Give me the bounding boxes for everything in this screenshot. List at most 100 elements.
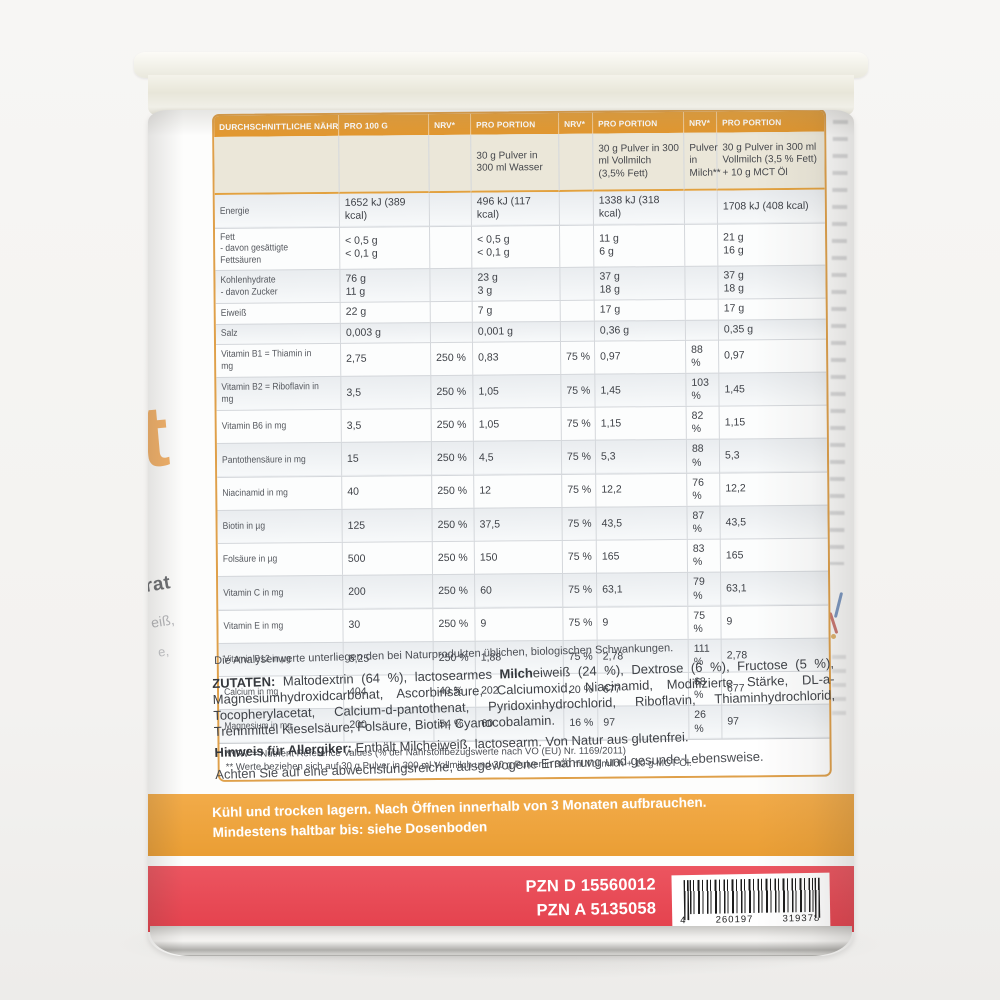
value-cell	[683, 223, 718, 267]
value-cell: 0,36 g	[593, 319, 685, 341]
value-cell: 9	[720, 604, 829, 639]
table-row: Fett - davon gesättigte Fettsäuren < 0,5 …	[214, 222, 826, 271]
front-label-fragment: e,	[156, 643, 170, 660]
row-label: Pantothensäure in mg	[216, 442, 342, 477]
value-cell: 1708 kJ (408 kcal)	[716, 190, 825, 224]
value-cell: 125	[341, 508, 432, 543]
value-cell: < 0,5 g < 0,1 g	[470, 224, 560, 268]
table-row: Biotin in µg 125 250 % 37,5 75 % 43,5 87 % 43,5	[217, 504, 828, 544]
value-cell: 4,5	[472, 440, 562, 475]
subheader-cell: 30 g Pulver in 300 ml Wasser	[470, 134, 559, 194]
barcode-digits: 4 260197 319378	[680, 912, 821, 927]
value-cell: 75 %	[561, 473, 596, 507]
value-cell: 250 %	[431, 474, 474, 509]
value-cell: 9	[596, 605, 688, 640]
value-cell: 150	[473, 540, 563, 575]
value-cell	[558, 224, 594, 268]
value-cell	[684, 265, 718, 300]
value-cell: 1,15	[594, 406, 686, 441]
value-cell: 63,1	[720, 571, 829, 606]
table-row: Vitamin B6 in mg 3,5 250 % 1,05 75 % 1,15 82 %…	[216, 404, 827, 444]
can-lid	[134, 52, 868, 78]
row-label: Vitamin B2 = Riboflavin in mg	[216, 375, 341, 411]
subheader-cell: 30 g Pulver in 300 ml Vollmilch (3,5 % F…	[716, 132, 825, 191]
value-cell: 0,97	[593, 339, 686, 374]
label-text-block: ZUTATEN: Maltodextrin (64 %), lactosearm…	[212, 655, 837, 789]
value-cell	[428, 225, 472, 269]
value-cell: 37 g 18 g	[593, 266, 685, 301]
side-panel-blurred-text	[829, 119, 848, 566]
value-cell: 75 %	[561, 506, 596, 541]
subheader-cell	[428, 135, 471, 194]
value-cell	[559, 300, 594, 321]
value-cell: 5,3	[594, 439, 687, 474]
row-label: Salz	[215, 322, 340, 344]
value-cell: 250 %	[431, 507, 474, 542]
side-panel-blurred-text	[832, 655, 846, 715]
value-cell: 37,5	[473, 506, 562, 541]
table-row: Kohlenhydrate - davon Zucker 76 g 11 g 23 …	[215, 264, 826, 304]
value-cell: 0,003 g	[339, 321, 430, 343]
value-cell: 88 %	[684, 339, 719, 373]
value-cell: 1,05	[472, 373, 561, 408]
table-subheader-row: 30 g Pulver in 300 ml Wasser 30 g Pulver…	[214, 132, 825, 196]
can-bottom-rim	[150, 926, 852, 956]
allergy-label: Hinweis für Allergiker:	[214, 740, 353, 761]
row-label: Eiweiß	[215, 302, 340, 324]
value-cell: 496 kJ (117 kcal)	[470, 192, 559, 226]
value-cell: 165	[719, 537, 829, 573]
value-cell: 9	[474, 606, 563, 641]
table-row: Folsäure in µg 500 250 % 150 75 % 165 83 % 165	[217, 537, 829, 577]
value-cell: 75 %	[562, 573, 597, 607]
value-cell: 250 %	[430, 407, 473, 442]
value-cell	[429, 267, 472, 302]
row-label: Kohlenhydrate - davon Zucker	[215, 269, 340, 304]
col-header: PRO PORTION	[470, 112, 559, 136]
value-cell: 1,15	[718, 404, 827, 440]
value-cell: 250 %	[432, 574, 475, 608]
col-header: PRO PORTION	[715, 110, 825, 133]
subheader-cell: Pulver in Milch**	[683, 132, 721, 192]
row-label: Vitamin C in mg	[218, 575, 343, 610]
ingredients-label: ZUTATEN:	[212, 673, 276, 691]
value-cell: 75 %	[561, 539, 597, 574]
col-header: NRV*	[558, 112, 593, 135]
value-cell: 12	[473, 473, 562, 508]
row-label: Niacinamid in mg	[217, 475, 342, 510]
value-cell	[684, 319, 718, 340]
value-cell: 250 %	[429, 341, 473, 376]
value-cell: 1338 kJ (318 kcal)	[592, 191, 684, 225]
row-label: Vitamin B6 in mg	[216, 409, 341, 444]
value-cell: 87 %	[686, 505, 720, 540]
value-cell: 23 g 3 g	[471, 267, 560, 302]
barcode-bars	[689, 877, 819, 915]
pzn-austria: PZN A 5135058	[536, 899, 657, 920]
row-label: Vitamin B1 = Thiamin in mg	[216, 342, 341, 377]
subheader-cell	[338, 135, 429, 195]
value-cell: 2,75	[340, 341, 431, 376]
table-row: Vitamin B1 = Thiamin in mg 2,75 250 % 0,83 7…	[216, 338, 827, 377]
value-cell: 1,05	[472, 407, 561, 442]
subheader-cell	[214, 136, 339, 196]
row-label: Vitamin E in mg	[218, 608, 343, 643]
col-header: NRV*	[682, 111, 717, 134]
value-cell: 250 %	[430, 441, 474, 475]
value-cell: 43,5	[719, 504, 828, 539]
value-cell: 37 g 18 g	[717, 264, 826, 300]
row-label: Biotin in µg	[217, 508, 342, 544]
value-cell: 12,2	[719, 471, 828, 506]
table-row: Vitamin B2 = Riboflavin in mg 3,5 250 % 1,0…	[216, 371, 827, 411]
value-cell: 75 %	[687, 605, 721, 639]
supplement-can: t rat eiß, e, DURCHSCHNITTLICHE NÄHRWERT…	[116, 52, 886, 958]
value-cell: 1652 kJ (389 kcal)	[338, 193, 429, 227]
value-cell: 60	[474, 573, 563, 608]
col-header: PRO PORTION	[592, 111, 684, 135]
value-cell: 40	[341, 474, 432, 509]
table-row: Energie 1652 kJ (389 kcal) 496 kJ (117 kca…	[214, 190, 825, 228]
col-header: NRV*	[428, 113, 471, 136]
front-label-fragment: eiß,	[149, 611, 176, 631]
value-cell	[683, 190, 717, 224]
col-header: DURCHSCHNITTLICHE NÄHRWERTE	[214, 114, 339, 138]
storage-instructions: Kühl und trocken lagern. Nach Öffnen inn…	[212, 794, 707, 841]
